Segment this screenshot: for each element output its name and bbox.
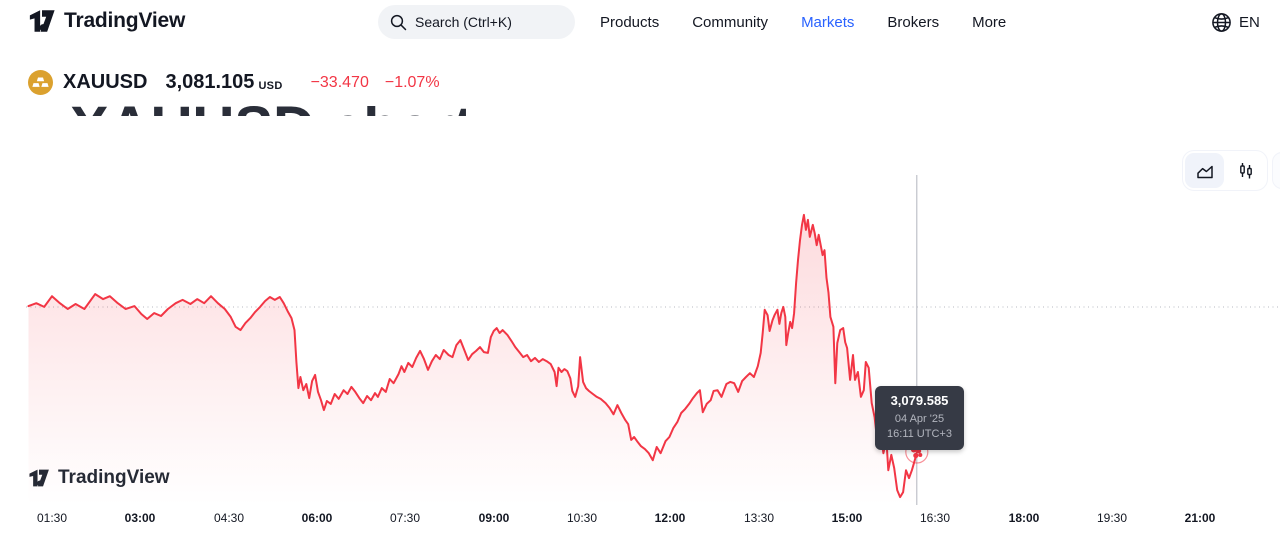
- nav-item-brokers[interactable]: Brokers: [887, 13, 940, 31]
- last-price-dot: [918, 453, 923, 458]
- time-axis-label: 16:30: [919, 511, 951, 525]
- candlestick-chart-icon: [1239, 162, 1252, 178]
- price-area-fill: [28, 214, 917, 505]
- search-placeholder: Search (Ctrl+K): [415, 14, 512, 30]
- chart-watermark: TradingView: [28, 467, 170, 489]
- chart-section: 3,079.585 04 Apr '25 16:11 UTC+3 Trading…: [0, 117, 1280, 556]
- symbol-change-percent: −1.07%: [384, 73, 440, 91]
- time-axis-label: 09:00: [478, 511, 510, 525]
- last-price-dot: [913, 452, 919, 459]
- time-axis[interactable]: 01:30 03:00 04:30 06:00 07:30 09:00 10:30 12:00…: [0, 511, 1280, 531]
- gold-symbol-icon: [28, 70, 53, 95]
- time-axis-label: 13:30: [743, 511, 775, 525]
- price-chart-canvas[interactable]: [0, 117, 1280, 505]
- time-axis-label: 12:00: [654, 511, 686, 525]
- top-navbar: TradingView Search (Ctrl+K) Products Com…: [0, 0, 1280, 44]
- time-axis-label: 04:30: [213, 511, 245, 525]
- time-axis-label: 15:00: [831, 511, 863, 525]
- symbol-currency: USD: [258, 80, 283, 92]
- time-axis-label: 07:30: [389, 511, 421, 525]
- symbol-change: −33.470: [310, 73, 369, 91]
- tooltip-time: 16:11 UTC+3: [887, 428, 952, 440]
- tradingview-logo[interactable]: TradingView: [28, 7, 185, 35]
- symbol-price: 3,081.105: [165, 71, 255, 93]
- globe-icon: [1212, 12, 1231, 32]
- search-input[interactable]: Search (Ctrl+K): [378, 5, 575, 39]
- tradingview-logo-icon: [29, 10, 55, 32]
- time-axis-label: 01:30: [36, 511, 68, 525]
- nav-links: Products Community Markets Brokers More: [600, 0, 1006, 44]
- tooltip-date: 04 Apr '25: [894, 413, 945, 425]
- brand-name: TradingView: [64, 9, 186, 32]
- time-axis-label: 03:00: [124, 511, 156, 525]
- tradingview-watermark-icon: [29, 469, 49, 487]
- nav-item-products[interactable]: Products: [600, 13, 660, 31]
- language-selector[interactable]: EN: [1211, 0, 1260, 44]
- language-label: EN: [1239, 13, 1260, 31]
- area-chart-icon: [1196, 165, 1213, 178]
- tooltip-price: 3,079.585: [890, 393, 949, 408]
- time-axis-label: 21:00: [1184, 511, 1216, 525]
- section-heading-clipped: XAUUSD chart: [70, 106, 670, 116]
- time-axis-label: 06:00: [301, 511, 333, 525]
- watermark-text: TradingView: [58, 467, 170, 488]
- section-heading-text: XAUUSD chart: [70, 106, 670, 116]
- symbol-header: XAUUSD 3,081.105 USD −33.470 −1.07%: [28, 70, 440, 95]
- nav-item-markets[interactable]: Markets: [801, 13, 855, 31]
- symbol-ticker: XAUUSD: [63, 71, 148, 93]
- time-axis-label: 19:30: [1096, 511, 1128, 525]
- search-icon: [390, 14, 407, 30]
- price-line-series: [27, 213, 918, 499]
- area-chart-button[interactable]: [1185, 153, 1224, 188]
- chart-type-toolbar: [1182, 150, 1268, 191]
- time-axis-label: 10:30: [566, 511, 598, 525]
- nav-item-community[interactable]: Community: [692, 13, 769, 31]
- time-axis-label: 18:00: [1008, 511, 1040, 525]
- nav-item-more[interactable]: More: [972, 13, 1007, 31]
- crosshair-tooltip: 3,079.585 04 Apr '25 16:11 UTC+3: [875, 386, 964, 450]
- candlestick-chart-button[interactable]: [1226, 153, 1265, 188]
- toolbar-button-partial[interactable]: [1272, 152, 1280, 189]
